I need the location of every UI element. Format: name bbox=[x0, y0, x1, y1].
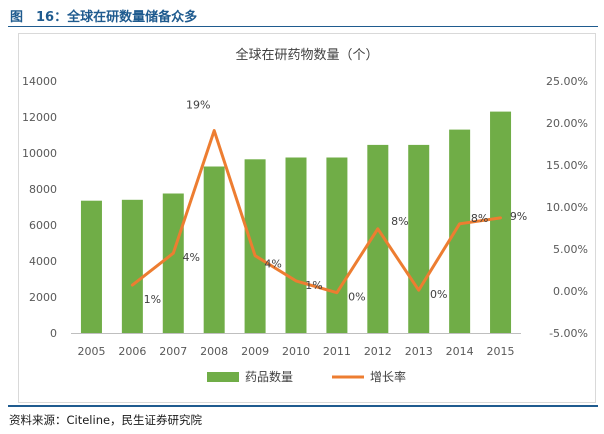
x-tick-label: 2005 bbox=[77, 345, 105, 358]
y-left-tick-label: 10000 bbox=[22, 147, 57, 160]
x-tick-label: 2014 bbox=[446, 345, 474, 358]
x-tick-label: 2011 bbox=[323, 345, 351, 358]
line-data-label: 1% bbox=[144, 293, 161, 306]
bar-drug-count bbox=[408, 144, 430, 333]
x-tick-label: 2010 bbox=[282, 345, 310, 358]
bar-drug-count bbox=[121, 199, 143, 333]
x-tick-label: 2009 bbox=[241, 345, 269, 358]
y-right-tick-label: -5.00% bbox=[549, 327, 588, 340]
x-tick-label: 2008 bbox=[200, 345, 228, 358]
bar-drug-count bbox=[449, 129, 471, 333]
chart-area: 全球在研药物数量（个） 0 2000 4000 6000 8000 10000 12000 14… bbox=[18, 33, 596, 403]
legend-swatch-bar bbox=[207, 372, 239, 382]
y-right-tick-label: 5.00% bbox=[553, 243, 588, 256]
y-left-tick-label: 8000 bbox=[29, 183, 57, 196]
y-left-tick-label: 2000 bbox=[29, 291, 57, 304]
bar-drug-count bbox=[367, 144, 389, 333]
line-data-label: 4% bbox=[264, 258, 281, 271]
x-tick-label: 2012 bbox=[364, 345, 392, 358]
legend-label-bar: 药品数量 bbox=[245, 369, 293, 384]
x-tick-label: 2013 bbox=[405, 345, 433, 358]
y-right-tick-label: 25.00% bbox=[546, 75, 588, 88]
y-left-tick-label: 6000 bbox=[29, 219, 57, 232]
chart-title: 全球在研药物数量（个） bbox=[235, 47, 378, 63]
bar-drug-count bbox=[285, 157, 307, 333]
bar-drug-count bbox=[80, 200, 102, 333]
y-right-tick-label: 15.00% bbox=[546, 159, 588, 172]
bar-drug-count bbox=[326, 157, 348, 333]
line-data-label: 8% bbox=[391, 215, 408, 228]
line-data-label: 19% bbox=[186, 99, 210, 112]
line-data-label: 0% bbox=[348, 291, 365, 304]
y-right-tick-label: 0.00% bbox=[553, 285, 588, 298]
x-tick-label: 2015 bbox=[487, 345, 515, 358]
x-tick-label: 2007 bbox=[159, 345, 187, 358]
line-data-label: 1% bbox=[305, 279, 322, 292]
x-tick-label: 2006 bbox=[118, 345, 146, 358]
bar-drug-count bbox=[244, 159, 266, 333]
line-growth-rate bbox=[130, 129, 502, 295]
y-left-tick-label: 4000 bbox=[29, 255, 57, 268]
source-note: 资料来源：Citeline，民生证券研究院 bbox=[9, 413, 203, 427]
line-data-label: 0% bbox=[430, 288, 447, 301]
y-left-tick-label: 12000 bbox=[22, 111, 57, 124]
line-data-label: 9% bbox=[510, 210, 527, 223]
bar-drug-count bbox=[162, 193, 184, 333]
y-right-tick-label: 20.00% bbox=[546, 117, 588, 130]
bar-drug-count bbox=[203, 166, 225, 333]
line-data-label: 4% bbox=[183, 251, 200, 264]
y-left-tick-label: 14000 bbox=[22, 75, 57, 88]
figure-header: 图 16：全球在研数量储备众多 bbox=[8, 4, 598, 27]
line-data-label: 8% bbox=[471, 212, 488, 225]
figure-title: 图 16：全球在研数量储备众多 bbox=[10, 10, 198, 25]
y-left-tick-label: 0 bbox=[50, 327, 57, 340]
bar-drug-count bbox=[490, 111, 512, 333]
combo-chart: 全球在研药物数量（个） 0 2000 4000 6000 8000 10000 12000 14… bbox=[22, 47, 588, 384]
source-divider bbox=[8, 405, 598, 407]
y-right-tick-label: 10.00% bbox=[546, 201, 588, 214]
legend-label-line: 增长率 bbox=[370, 369, 406, 384]
